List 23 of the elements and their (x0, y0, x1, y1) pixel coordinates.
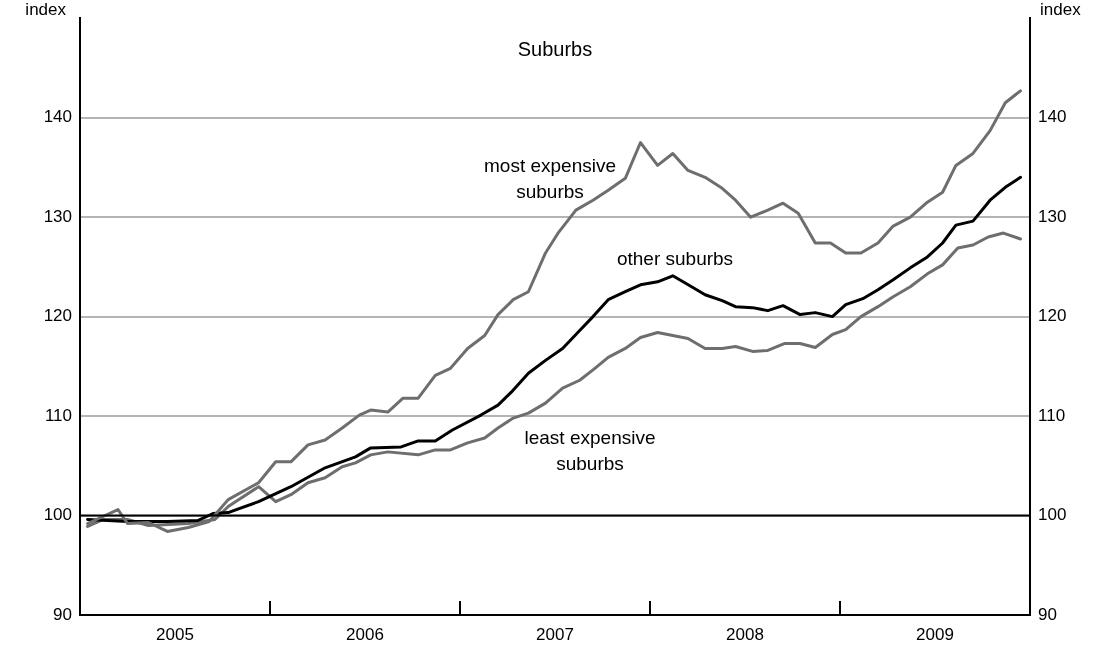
y-axis-title: index (25, 0, 67, 20)
y-tick-label: 100 (43, 505, 72, 525)
x-tick-label: 2008 (726, 624, 764, 644)
y2-tick-label: 130 (1038, 206, 1067, 226)
y-tick-label: 90 (53, 604, 72, 624)
y2-tick-label: 120 (1038, 306, 1067, 326)
series-label: most expensive suburbs (483, 155, 617, 203)
y2-tick-label: 90 (1038, 604, 1057, 624)
x-tick-label: 2009 (916, 624, 954, 644)
y2-tick-label: 140 (1038, 107, 1067, 127)
x-tick-label: 2006 (346, 624, 384, 644)
y-tick-label: 110 (44, 405, 72, 425)
text: Suburbs (517, 37, 593, 60)
x-tick-label: 2005 (156, 624, 194, 644)
series-label: least expensive suburbs (524, 427, 656, 475)
x-tick-label: 2007 (536, 624, 574, 644)
y2-tick-label: 100 (1038, 505, 1067, 525)
y-tick-label: 120 (43, 306, 72, 326)
y2-axis-title: index (1040, 0, 1082, 20)
series-label: other suburbs (616, 248, 734, 270)
y-tick-label: 140 (43, 107, 72, 127)
y-tick-label: 130 (43, 206, 72, 226)
y2-tick-label: 110 (1038, 405, 1066, 425)
